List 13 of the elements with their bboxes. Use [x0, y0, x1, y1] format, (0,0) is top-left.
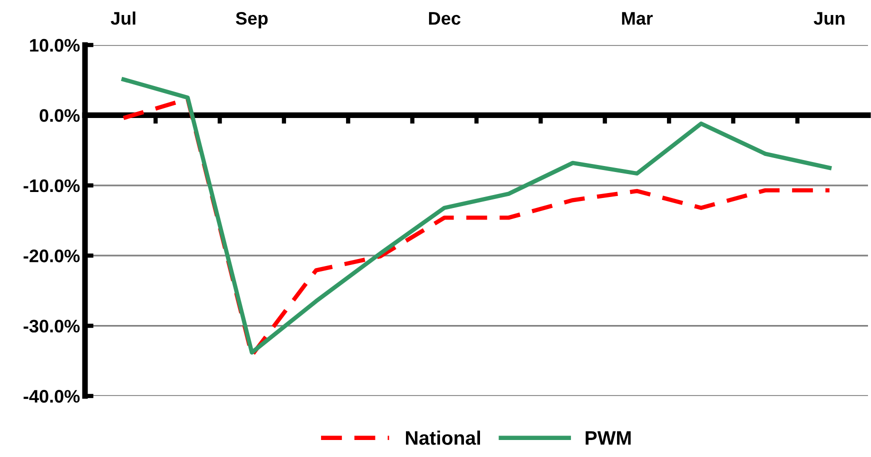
y-tick-label: -30.0%: [24, 320, 80, 333]
y-tick-label: -40.0%: [24, 390, 80, 403]
x-tick-label: Mar: [622, 12, 653, 25]
x-tick-label: Sep: [236, 12, 268, 28]
y-tick-label: -10.0%: [24, 179, 80, 192]
legend-label: National: [406, 430, 480, 445]
y-tick-label: -20.0%: [24, 250, 80, 262]
y-tick-label: 0.0%: [40, 109, 80, 122]
x-tick-label: Dec: [429, 12, 460, 25]
y-tick-label: 10.0%: [30, 38, 80, 52]
x-tick-label: Jul: [110, 12, 136, 25]
legend-label: PWM: [586, 431, 631, 445]
x-tick-label: Jun: [814, 12, 844, 25]
